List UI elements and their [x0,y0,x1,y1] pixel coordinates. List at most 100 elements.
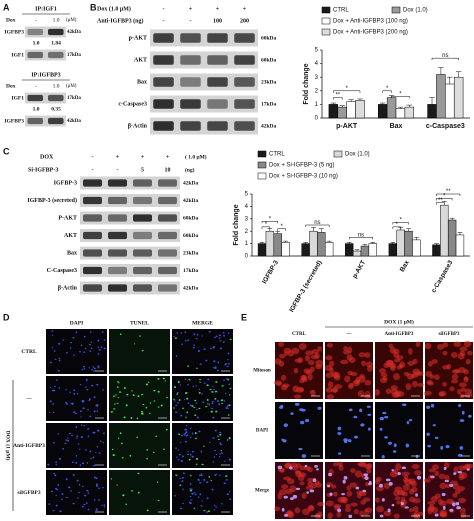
x-tick-label: p-AKT [351,259,367,279]
cell-stain [189,488,192,490]
cell-stain [281,507,285,512]
cell-stain [189,436,192,438]
cell-stain [116,386,119,388]
cell-stain [54,358,57,360]
row-label: — [25,396,32,402]
cell-stain [415,341,421,348]
cell-stain [186,411,189,414]
significance-label: ns [314,220,320,226]
cell-stain [408,418,413,422]
y-tick-label: 2 [315,88,319,94]
cell-stain [215,390,218,393]
cell-stain [76,479,79,482]
cell-stain [84,347,87,350]
lane-label: - [163,6,165,12]
cell-stain [397,472,401,476]
cell-stain [453,472,457,476]
legend-label: Dox (1.0) [403,8,428,14]
cell-stain [83,367,85,370]
cell-stain [194,414,197,417]
cell-stain [301,454,307,458]
cell-stain [297,356,304,363]
blot-band [158,284,177,292]
cell-stain [131,390,133,392]
bar [404,106,415,119]
cell-stain [201,393,203,395]
cell-stain [181,343,183,345]
cell-stain [431,359,438,364]
cell-stain [227,414,230,416]
scale-bar-label: 100 μm [411,391,420,395]
cell-stain [391,469,395,472]
cell-stain [87,508,90,511]
cell-stain [225,479,228,481]
size-label: 42kDa [183,285,199,291]
cell-stain [69,432,71,435]
cell-stain [149,412,151,415]
lane-label: + [116,154,120,160]
cell-stain [101,331,104,333]
row-label: DAPI [256,429,268,434]
cell-stain [460,387,467,393]
cell-stain [137,472,140,475]
cell-stain [188,501,191,504]
cell-stain [226,405,229,408]
cell-stain [55,379,58,381]
cell-stain [388,482,393,486]
cell-stain [333,504,342,508]
cell-stain [91,369,93,371]
scale-bar-label: 100 μm [461,511,470,515]
cell-stain [157,391,160,393]
blot-band [133,196,152,205]
cell-stain [89,350,92,352]
cell-stain [389,346,396,354]
condition-label: Anti-IGFBP3 (ng) [97,17,144,24]
significance-bracket [348,237,374,240]
cell-stain [401,471,410,476]
cell-stain [215,473,217,475]
cell-stain [225,407,228,409]
blot-band [27,117,44,125]
cell-stain [92,366,94,368]
cell-stain [190,474,192,477]
cell-stain [191,450,194,453]
cell-stain [73,389,75,392]
cell-stain [205,359,208,362]
cell-stain [299,481,305,486]
cell-stain [93,410,96,413]
cell-stain [403,371,410,376]
size-label: 42kDa [183,198,199,204]
row-label: c-Caspase3 [118,101,147,107]
scale-bar-label: 100 μm [461,451,470,455]
cell-stain [458,367,466,374]
lane-label: 100 [213,18,222,24]
significance-label: ** [438,198,443,204]
cell-stain [178,399,181,401]
y-axis-label: Fold change [303,63,310,104]
scale-bar-label: 100 μm [221,460,230,464]
cell-stain [326,343,334,348]
cell-stain [283,495,288,499]
cell-stain [337,508,341,513]
cell-stain [141,393,144,396]
scale-bar-label: 100 μm [221,507,230,511]
blot-band [83,284,102,292]
cell-stain [187,453,189,455]
unit-label: (ng) [185,166,195,173]
cell-stain [129,454,132,457]
cell-stain [70,490,72,492]
bar [309,230,318,257]
significance-label: * [400,218,403,224]
cell-stain [187,451,189,453]
size-label: 17kDa [183,268,199,274]
legend-label: Dox + Anti-IGFBP3 (100 ng) [333,19,408,25]
cell-stain [194,493,197,496]
cell-stain [181,480,184,483]
blot-background [80,176,180,190]
cell-stain [213,504,216,506]
row-label: P-AKT [58,215,77,221]
cell-stain [95,507,97,510]
cell-stain [396,355,404,360]
cell-stain [359,408,363,413]
